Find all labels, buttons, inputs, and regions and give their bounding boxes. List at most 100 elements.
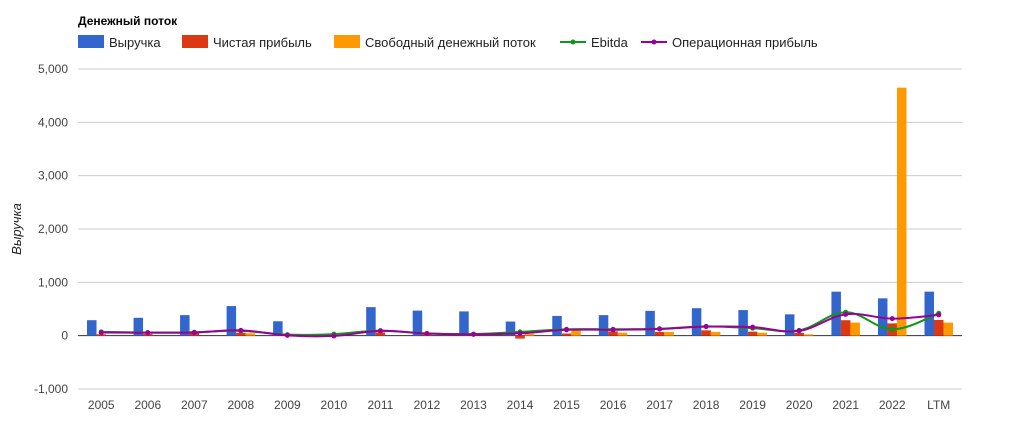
x-tick-label: 2022: [879, 398, 906, 412]
bar: [598, 315, 609, 336]
bar: [245, 333, 256, 336]
chart-title: Денежный поток: [78, 14, 178, 28]
x-tick-label: LTM: [927, 398, 950, 412]
legend-marker: [651, 39, 657, 45]
legend-swatch: [78, 35, 104, 48]
bar: [561, 333, 572, 336]
series-point: [191, 329, 197, 335]
legend-label: Чистая прибыль: [213, 35, 312, 50]
bar: [784, 314, 795, 336]
bar: [96, 334, 107, 336]
series-point: [98, 329, 104, 335]
legend-label: Операционная прибыль: [672, 35, 818, 50]
bar: [664, 331, 674, 336]
bar: [459, 311, 469, 336]
x-tick-label: 2012: [414, 398, 441, 412]
bar: [757, 332, 767, 336]
y-tick-label: -1,000: [34, 382, 68, 396]
series-point: [889, 326, 895, 332]
series-point: [470, 331, 476, 337]
bar: [924, 291, 934, 336]
x-tick-label: 2011: [368, 398, 394, 412]
y-tick-label: 2,000: [38, 222, 68, 236]
x-tick-label: 2016: [600, 398, 627, 412]
x-tick-label: 2010: [321, 398, 348, 412]
bars: [87, 87, 953, 339]
bar: [366, 307, 376, 336]
bar: [738, 310, 748, 336]
bar: [552, 315, 562, 336]
bar: [412, 310, 423, 336]
bar: [617, 332, 628, 336]
bar: [273, 321, 283, 336]
y-axis-label: Выручка: [9, 203, 24, 255]
x-tick-label: 2006: [134, 398, 161, 412]
y-axis-ticks: 5,000 4,000 3,000 2,000 1,000 0 -1,000: [34, 62, 68, 396]
y-tick-label: 0: [61, 329, 68, 343]
bar: [654, 331, 665, 336]
legend-label: Свободный денежный поток: [365, 35, 536, 50]
x-tick-label: 2014: [507, 398, 534, 412]
bar: [691, 308, 702, 336]
x-tick-label: 2018: [693, 398, 720, 412]
series-point: [424, 331, 430, 337]
bar: [505, 321, 516, 336]
series-point: [889, 316, 895, 322]
x-tick-label: 2020: [786, 398, 813, 412]
bar: [236, 332, 246, 336]
bar: [840, 320, 851, 336]
bar: [803, 334, 814, 336]
x-tick-label: 2007: [181, 398, 208, 412]
series-point: [331, 333, 337, 339]
y-tick-label: 1,000: [38, 275, 68, 289]
series-point: [610, 327, 616, 333]
bar: [180, 315, 190, 336]
bar: [747, 331, 758, 336]
bar: [701, 330, 711, 336]
x-tick-label: 2019: [739, 398, 766, 412]
legend: Выручка Чистая прибыль Свободный денежный …: [78, 35, 818, 50]
legend-label: Ebitda: [591, 35, 629, 50]
x-tick-label: 2005: [88, 398, 115, 412]
lines: [98, 309, 942, 339]
bar: [133, 317, 144, 336]
y-tick-label: 4,000: [38, 115, 68, 129]
legend-swatch: [334, 35, 360, 48]
x-tick-label: 2021: [832, 398, 859, 412]
bar: [608, 331, 618, 336]
bar: [515, 335, 525, 339]
series-point: [750, 324, 756, 330]
series-point: [517, 330, 523, 336]
series-point: [284, 332, 290, 338]
series-point: [843, 311, 849, 317]
series-point: [657, 326, 663, 332]
grid: [78, 68, 962, 390]
legend-label: Выручка: [109, 35, 161, 50]
x-tick-label: 2015: [553, 398, 580, 412]
bar: [87, 320, 97, 336]
x-tick-label: 2009: [274, 398, 301, 412]
bar: [226, 306, 237, 336]
series-point: [936, 312, 942, 318]
series-point: [238, 327, 244, 333]
bar: [375, 332, 386, 336]
legend-marker: [570, 39, 576, 45]
series-point: [796, 328, 802, 334]
bar: [850, 322, 860, 336]
legend-swatch: [182, 35, 208, 48]
series-point: [377, 328, 383, 334]
bar: [933, 319, 944, 336]
bar: [943, 322, 953, 336]
series-point: [145, 330, 151, 336]
x-tick-label: 2017: [646, 398, 673, 412]
series-point: [564, 327, 570, 333]
bar: [645, 310, 655, 336]
bar: [571, 330, 581, 336]
y-tick-label: 3,000: [38, 169, 68, 183]
series-point: [703, 324, 709, 330]
x-axis-ticks: 2005 2006 2007 2008 2009 2010 2011 2012 2013 2014…: [88, 398, 950, 412]
bar: [524, 333, 535, 336]
bar: [710, 331, 721, 336]
x-tick-label: 2013: [460, 398, 487, 412]
